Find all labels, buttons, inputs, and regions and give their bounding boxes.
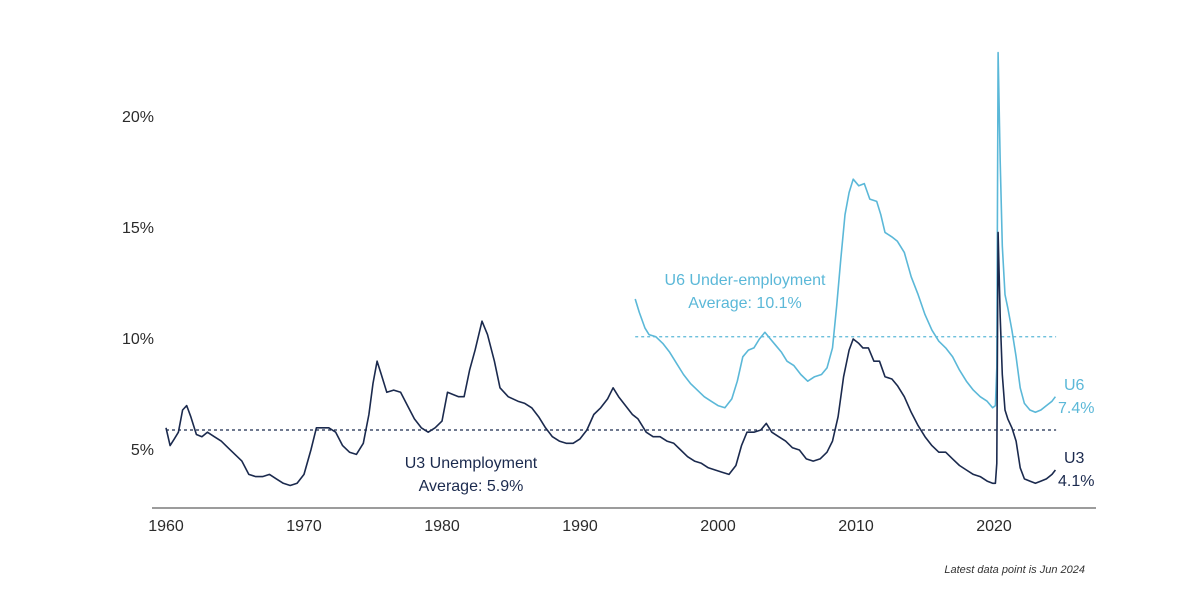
x-tick-label: 2020 — [976, 518, 1012, 535]
x-axis-ticks: 1960 1970 1980 1990 2000 2010 2020 — [148, 518, 1012, 535]
y-tick-label: 20% — [122, 109, 154, 126]
x-tick-label: 2010 — [838, 518, 874, 535]
y-tick-label: 15% — [122, 220, 154, 237]
y-axis-ticks: 5% 10% 15% 20% — [122, 109, 154, 459]
y-tick-label: 10% — [122, 331, 154, 348]
u6-annotation-title: U6 Under-employment — [665, 272, 827, 289]
x-tick-label: 1960 — [148, 518, 184, 535]
u6-series-line — [634, 51, 1057, 414]
u3-annotation-average: Average: 5.9% — [419, 478, 524, 495]
x-tick-label: 1970 — [286, 518, 322, 535]
u3-series-line — [165, 231, 1057, 487]
u6-annotation-average: Average: 10.1% — [688, 295, 802, 312]
y-tick-label: 5% — [131, 442, 154, 459]
u3-annotation-title: U3 Unemployment — [405, 455, 538, 472]
x-tick-label: 1980 — [424, 518, 460, 535]
x-tick-label: 1990 — [562, 518, 598, 535]
u6-end-label-value: 7.4% — [1058, 400, 1094, 417]
u3-end-label-value: 4.1% — [1058, 473, 1094, 490]
x-tick-label: 2000 — [700, 518, 736, 535]
u3-end-label-name: U3 — [1064, 450, 1085, 467]
u6-end-label-name: U6 — [1064, 377, 1085, 394]
footnote: Latest data point is Jun 2024 — [944, 564, 1085, 576]
